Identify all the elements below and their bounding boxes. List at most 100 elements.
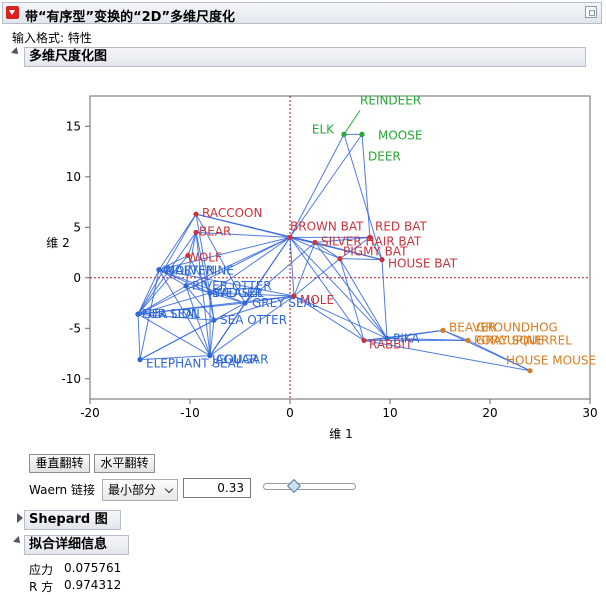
waern-link (195, 213, 246, 304)
waern-link (185, 285, 215, 321)
waern-link (293, 295, 365, 341)
disclosure-open-icon (13, 536, 23, 546)
fit-details-header[interactable]: 拟合详细信息 (24, 535, 129, 555)
point-groundhog (440, 327, 446, 333)
waern-link (386, 329, 444, 339)
x-tick-label: -10 (180, 406, 200, 420)
flip-vertical-button[interactable]: 垂直翻转 (29, 454, 90, 473)
waern-link (209, 295, 295, 356)
point-label: WOLVERINE (163, 264, 234, 278)
waern-link (361, 134, 371, 238)
point-wolf (185, 252, 191, 259)
point-gray-squirrel (465, 337, 471, 344)
flip-horizontal-button[interactable]: 水平翻转 (94, 454, 155, 473)
y-tick-label: 0 (73, 271, 81, 285)
y-tick-label: -10 (61, 372, 81, 386)
fit-details-title: 拟合详细信息 (29, 537, 108, 552)
waern-link (137, 213, 197, 315)
x-axis-label: 维 1 (329, 427, 352, 441)
point-sea-otter (211, 317, 217, 323)
waern-link (209, 237, 291, 356)
point-sea-lion (135, 311, 141, 317)
point-red-bat (367, 234, 373, 240)
waern-link (381, 259, 388, 339)
shepard-section-header[interactable]: Shepard 图 (24, 510, 121, 530)
waern-link (293, 242, 316, 297)
waern-link (158, 269, 211, 356)
point-weasel (207, 290, 213, 296)
waern-link (139, 355, 211, 361)
waern-link (139, 319, 215, 361)
waern-link (213, 302, 246, 321)
shepard-section-title: Shepard 图 (29, 512, 108, 527)
report-title-bar: 带“有序型”变换的“2D”多维尺度化 (2, 2, 602, 25)
point-label: RACCOON (202, 206, 262, 220)
waern-link (185, 236, 291, 287)
point-label: SEA OTTER (220, 313, 287, 327)
waern-link (289, 237, 365, 341)
point-label: BADGER (212, 286, 263, 300)
point-rabbit (361, 337, 367, 344)
waern-link (343, 134, 383, 260)
point-cougar (207, 352, 213, 359)
y-tick-label: 15 (66, 119, 81, 133)
red-triangle-menu-icon[interactable] (6, 6, 19, 19)
disclosure-open-icon (11, 47, 21, 57)
waern-link (158, 269, 246, 304)
point-grey-seal (242, 300, 248, 306)
waern-link (195, 214, 211, 294)
stress-label: 应力 (29, 563, 54, 577)
point-label: HOUSE BAT (388, 257, 458, 271)
waern-link (137, 314, 141, 360)
point-elephant-seal (137, 357, 143, 363)
point-label: GRAY SQUIRREL (476, 333, 572, 347)
waern-link (185, 232, 197, 286)
waern-value-input[interactable]: 0.33 (183, 478, 251, 498)
point-label: COUGAR (216, 353, 268, 367)
waern-link (137, 285, 187, 315)
waern-link (293, 295, 388, 339)
waern-link (289, 237, 388, 339)
waern-link-select[interactable]: 最小部分 (102, 479, 178, 501)
point-label: JAGUAR (211, 353, 258, 367)
waern-link (137, 269, 160, 315)
plot-section-toggle[interactable] (11, 47, 21, 57)
point-label: PORCUPINE (474, 333, 543, 347)
waern-link (209, 236, 291, 294)
waern-link (314, 241, 383, 261)
waern-link (339, 236, 371, 260)
point-label: RABBIT (369, 337, 413, 351)
waern-slider-track[interactable] (263, 483, 356, 490)
point-label: GROUNDHOG (476, 320, 558, 334)
waern-slider-thumb[interactable] (286, 478, 301, 494)
point-house-mouse (527, 368, 533, 374)
waern-link-label: Waern 链接 (29, 483, 95, 497)
waern-links (137, 133, 531, 372)
rsq-value: 0.974312 (64, 578, 122, 592)
waern-link (137, 295, 295, 315)
waern-link (137, 313, 211, 357)
waern-link (289, 134, 345, 238)
point-pika (384, 335, 390, 341)
point-label: RIVER OTTER (192, 279, 272, 293)
mds-plot[interactable]: -20 -10 0 10 20 30 -10 -5 0 5 10 15 REINDEER ELK MOOS… (0, 70, 606, 450)
waern-link (209, 320, 215, 356)
point-silver-hair-bat (312, 239, 318, 246)
point-label: MOOSE (378, 128, 422, 142)
point-label: BROWN BAT (290, 219, 364, 233)
fit-details-toggle[interactable] (13, 536, 23, 546)
point-brown-bat (287, 234, 293, 240)
y-axis-label: 维 2 (46, 236, 69, 250)
waern-link (195, 232, 211, 356)
point-label: WEASEL (214, 286, 264, 300)
waern-link (209, 292, 295, 297)
shepard-section-toggle[interactable] (17, 513, 23, 523)
point-label: PIGMY BAT (343, 245, 408, 259)
point-label: SILVER HAIR BAT (321, 234, 422, 248)
stress-value: 0.075761 (64, 561, 122, 575)
point-label: ELEPHANT SEAL (146, 357, 243, 371)
point-label: DEER (368, 149, 401, 163)
plot-section-header[interactable]: 多维尺度化图 (24, 47, 586, 67)
window-popout-icon[interactable] (585, 6, 597, 18)
y-tick-label: -5 (69, 321, 81, 335)
